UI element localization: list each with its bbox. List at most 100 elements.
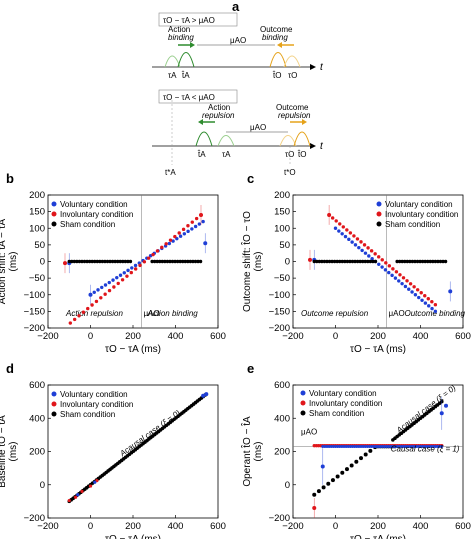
legend-label-sham: Sham condition [60, 410, 115, 419]
y-tick-label: 0 [40, 257, 45, 268]
data-point [360, 248, 364, 253]
data-point [126, 268, 130, 273]
data-point [423, 259, 427, 264]
data-point [190, 227, 194, 231]
condition-box-2 [158, 89, 238, 104]
x-tick-label: 600 [455, 331, 471, 342]
data-point [433, 445, 437, 449]
data-point [113, 259, 117, 264]
legend-label-involuntary: Involuntary condition [385, 210, 458, 219]
data-point [380, 445, 384, 449]
data-point [90, 259, 94, 264]
panel-d: d −200 0 200 400 600 600 400 200 0 −200 τO − τA (ms… [0, 361, 226, 539]
data-point [116, 259, 120, 264]
x-tick-label: 600 [210, 521, 226, 532]
data-point [327, 259, 332, 264]
mu-label: μAO [144, 309, 160, 318]
data-point [74, 495, 78, 499]
y-tick-label: 400 [29, 413, 45, 424]
x-tick-label: −200 [282, 331, 303, 342]
legend-label-voluntary: Voluntary condition [385, 200, 453, 209]
action-binding-arrowhead-icon [190, 42, 195, 48]
data-point [182, 232, 187, 236]
legend-marker-voluntary [51, 391, 57, 397]
data-point [429, 445, 433, 449]
legend-label-involuntary: Involuntary condition [60, 210, 133, 219]
x-tick-label: 0 [88, 521, 93, 532]
t-hat-o-label-2: t̂O [297, 150, 306, 159]
data-point [405, 279, 409, 283]
data-point [327, 212, 332, 217]
data-point [340, 470, 345, 475]
data-point [448, 289, 453, 294]
data-point [199, 212, 203, 217]
x-axis-label: τO − τA (ms) [105, 534, 161, 539]
panel-c-letter: c [247, 171, 254, 186]
x-axis-label: τO − τA (ms) [105, 344, 161, 355]
data-point [431, 445, 435, 449]
legend-label-involuntary: Involuntary condition [309, 399, 382, 408]
outcome-curve-2 [293, 131, 311, 147]
acausal-annotation: Acausal case (ξ = 0) [394, 383, 458, 435]
data-point [110, 259, 115, 264]
y-axis-unit: (ms) [253, 442, 264, 462]
y-tick-label: 100 [29, 223, 45, 234]
data-point [387, 264, 392, 268]
legend-label-voluntary: Voluntary condition [60, 390, 128, 399]
mu-label-1: μAO [230, 36, 246, 45]
data-point [88, 292, 93, 297]
data-point [173, 234, 177, 239]
data-point [345, 228, 349, 232]
data-point [167, 241, 172, 246]
data-point [100, 259, 105, 264]
data-point [415, 288, 420, 292]
y-tick-label: 600 [29, 380, 45, 391]
data-point [373, 252, 377, 256]
legend-marker-involuntary [51, 401, 57, 407]
data-point [370, 257, 374, 261]
data-point [344, 445, 348, 449]
data-point [408, 445, 412, 449]
outcome-curve-1 [269, 52, 287, 68]
data-point [412, 285, 416, 289]
data-point [440, 445, 444, 449]
data-point [382, 445, 386, 449]
outcome-binding-label-2: binding [262, 33, 288, 42]
data-point [80, 489, 84, 493]
data-point [397, 259, 402, 264]
data-point [321, 485, 326, 490]
y-tick-label: −100 [269, 290, 290, 301]
data-point [410, 259, 415, 264]
data-point [349, 463, 354, 468]
mu-label: μAO [301, 428, 317, 437]
y-tick-label: −50 [29, 273, 45, 284]
time-axis-1-arrow-icon [310, 64, 316, 70]
data-point [164, 242, 168, 246]
data-point [363, 452, 368, 457]
data-point [343, 234, 348, 239]
data-point [90, 303, 94, 307]
x-tick-label: −200 [37, 521, 58, 532]
data-point [404, 445, 408, 449]
data-point [203, 241, 208, 246]
legend-label-voluntary: Voluntary condition [309, 389, 377, 398]
data-point [344, 467, 349, 472]
data-point [334, 219, 338, 223]
data-point [75, 259, 79, 264]
data-point [330, 259, 334, 264]
legend-label-sham: Sham condition [60, 220, 115, 229]
data-point [421, 445, 425, 449]
legend-marker-voluntary [376, 201, 382, 207]
data-point [133, 263, 138, 268]
data-point [87, 259, 92, 264]
data-point [400, 259, 404, 264]
data-point [363, 259, 367, 264]
data-point [348, 231, 353, 235]
data-point [115, 275, 119, 280]
data-point [357, 245, 361, 250]
condition-box-1-text: τO − τA > μAO [163, 16, 215, 25]
data-point [351, 445, 354, 449]
t-hat-a-label-1: t̂A [181, 71, 190, 80]
t-hat-o-label-1: t̂O [272, 71, 281, 80]
